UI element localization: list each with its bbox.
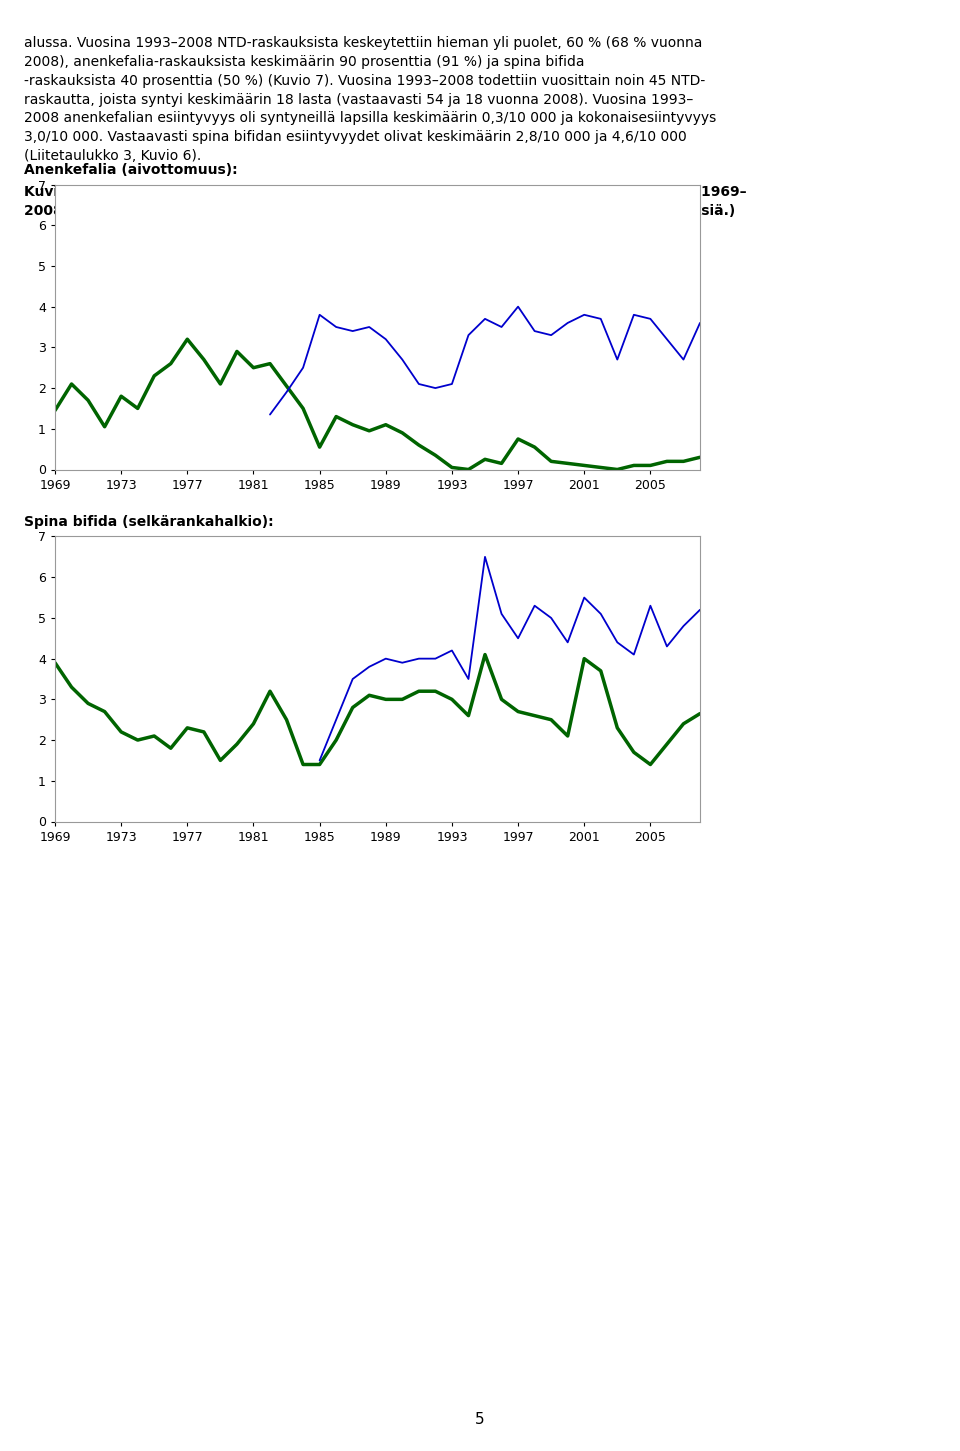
- Text: Kuvio 6: Anenkefalian ja spina bifidan esiintyvyys (1/10 000 vastasyntynyttä) vu: Kuvio 6: Anenkefalian ja spina bifidan e…: [24, 184, 747, 199]
- Text: 3,0/10 000. Vastaavasti spina bifidan esiintyvyydet olivat keskimäärin 2,8/10 00: 3,0/10 000. Vastaavasti spina bifidan es…: [24, 131, 686, 144]
- Text: 2008. (Paksu viiva kuvaa syntyneitä lapsia ja ohut viiva syntyneitä lapsia ja ke: 2008. (Paksu viiva kuvaa syntyneitä laps…: [24, 205, 735, 218]
- Text: 2008 anenkefalian esiintyvyys oli syntyneillä lapsilla keskimäärin 0,3/10 000 ja: 2008 anenkefalian esiintyvyys oli syntyn…: [24, 112, 716, 125]
- Text: (Liitetaulukko 3, Kuvio 6).: (Liitetaulukko 3, Kuvio 6).: [24, 149, 202, 163]
- Text: 2008), anenkefalia-raskauksista keskimäärin 90 prosenttia (91 %) ja spina bifida: 2008), anenkefalia-raskauksista keskimää…: [24, 55, 585, 70]
- Text: raskautta, joista syntyi keskimäärin 18 lasta (vastaavasti 54 ja 18 vuonna 2008): raskautta, joista syntyi keskimäärin 18 …: [24, 93, 693, 106]
- Text: alussa. Vuosina 1993–2008 NTD-raskauksista keskeytettiin hieman yli puolet, 60 %: alussa. Vuosina 1993–2008 NTD-raskauksis…: [24, 36, 703, 51]
- Text: 5: 5: [475, 1412, 485, 1426]
- Text: -raskauksista 40 prosenttia (50 %) (Kuvio 7). Vuosina 1993–2008 todettiin vuosit: -raskauksista 40 prosenttia (50 %) (Kuvi…: [24, 74, 706, 87]
- Text: Anenkefalia (aivottomuus):: Anenkefalia (aivottomuus):: [24, 163, 238, 177]
- Text: Spina bifida (selkärankahalkio):: Spina bifida (selkärankahalkio):: [24, 515, 274, 528]
